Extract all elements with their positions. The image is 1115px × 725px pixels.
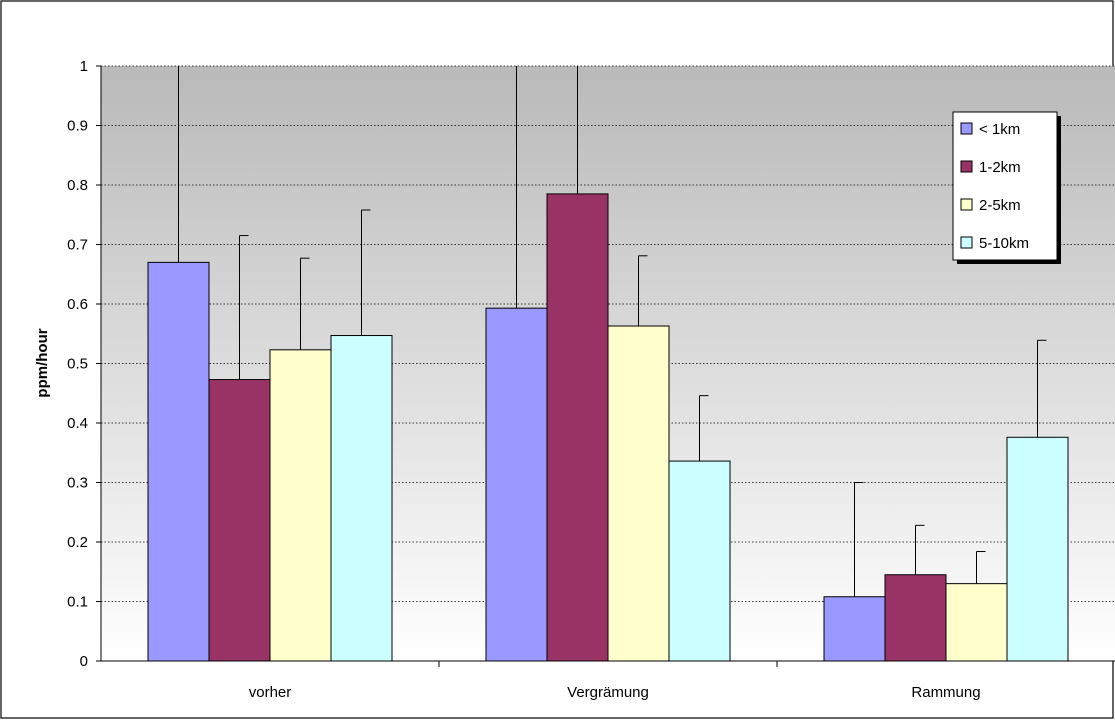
- bar: [269, 349, 332, 662]
- legend-label: 5-10km: [979, 235, 1029, 252]
- bar: [884, 574, 947, 662]
- legend-label: 2-5km: [979, 197, 1021, 214]
- bar: [485, 307, 548, 662]
- legend-swatch: [960, 236, 973, 249]
- x-tick-label: Rammung: [911, 684, 980, 701]
- y-tick-label: 0: [80, 653, 88, 670]
- legend-swatch: [960, 198, 973, 211]
- y-tick-label: 0.2: [67, 534, 88, 551]
- x-tick-label: vorher: [249, 684, 292, 701]
- legend-label: 1-2km: [979, 159, 1021, 176]
- y-tick-label: 0.8: [67, 177, 88, 194]
- bar: [607, 325, 670, 662]
- y-tick-label: 0.7: [67, 237, 88, 254]
- y-tick-label: 0.1: [67, 594, 88, 611]
- bar: [147, 261, 210, 662]
- bar: [1006, 436, 1069, 662]
- y-tick-label: 0.3: [67, 475, 88, 492]
- bar: [208, 379, 271, 662]
- y-tick-label: 0.5: [67, 356, 88, 373]
- legend-label: < 1km: [979, 121, 1020, 138]
- y-tick-label: 0.6: [67, 296, 88, 313]
- bar: [668, 460, 731, 662]
- x-tick-label: Vergrämung: [567, 684, 649, 701]
- legend-swatch: [960, 160, 973, 173]
- y-tick-label: 0.4: [67, 415, 88, 432]
- y-axis-label: ppm/hour: [34, 328, 51, 397]
- bar: [945, 583, 1008, 662]
- y-tick-label: 0.9: [67, 118, 88, 135]
- legend-swatch: [960, 122, 973, 135]
- y-tick-label: 1: [80, 58, 88, 75]
- bar: [546, 193, 609, 662]
- bar: [330, 335, 393, 662]
- legend-box: [952, 111, 1058, 261]
- bar: [823, 596, 886, 662]
